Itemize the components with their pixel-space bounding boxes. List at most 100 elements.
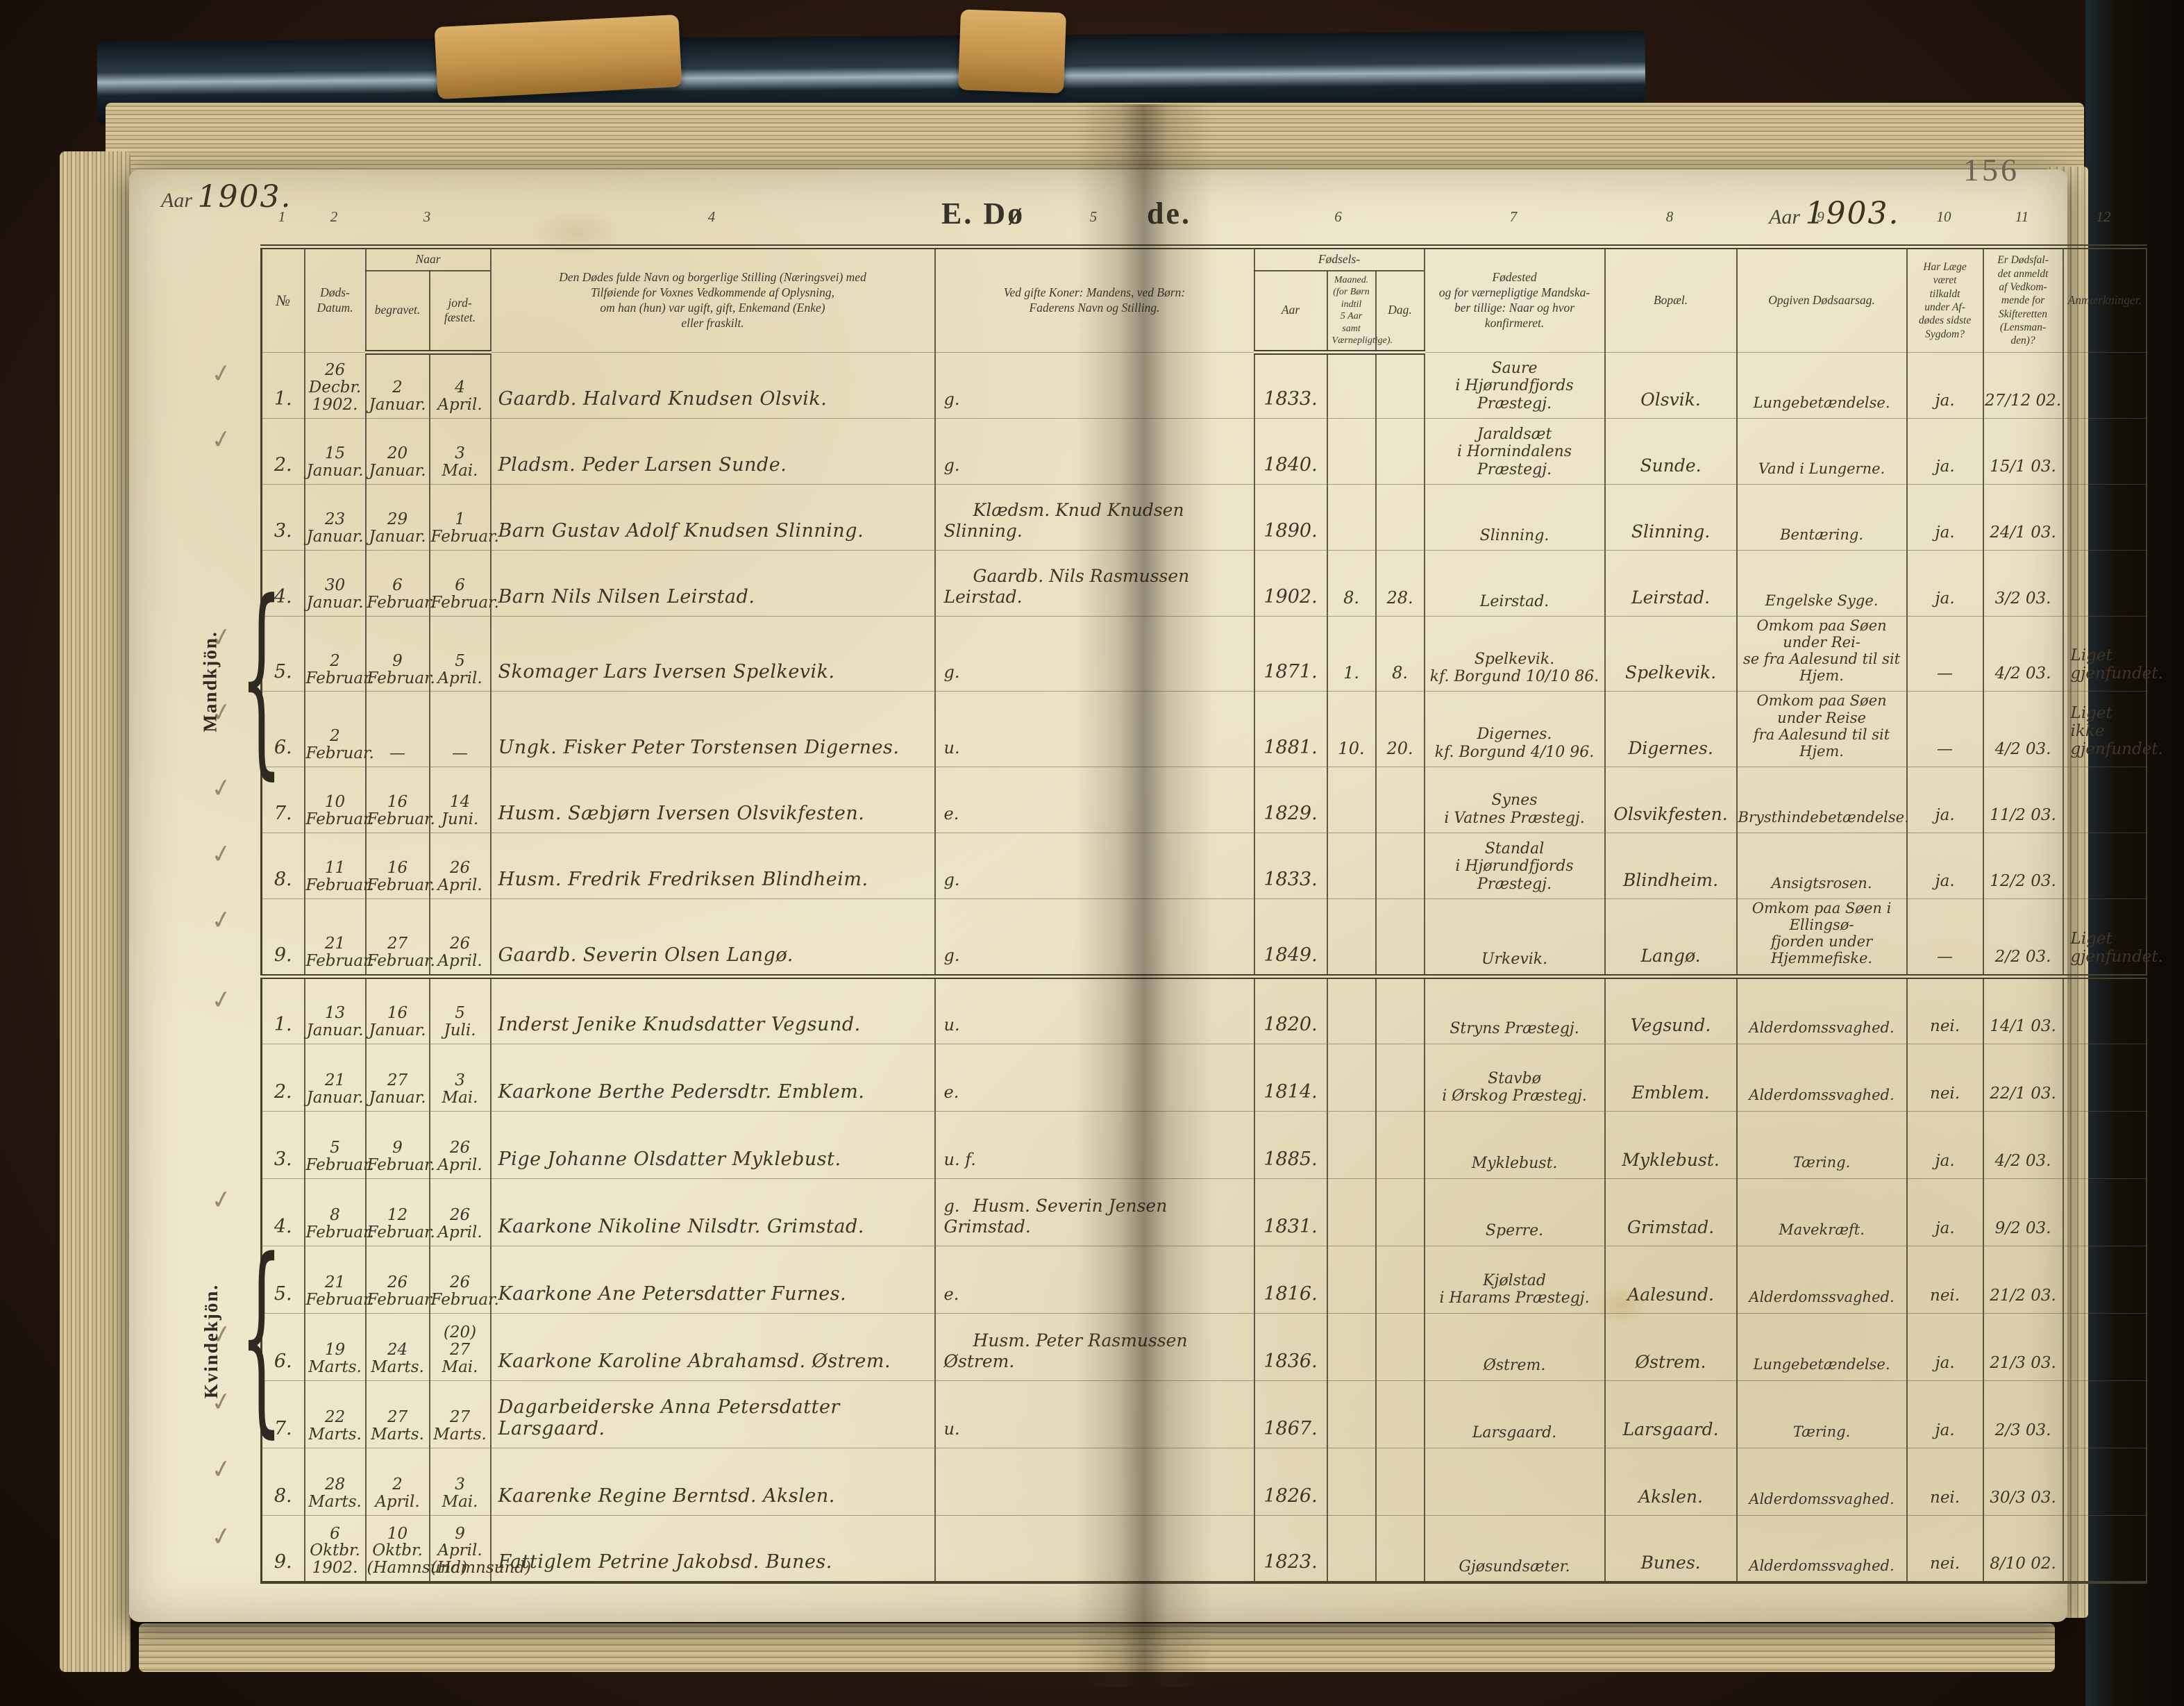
cell-doctor-called: ja. bbox=[1906, 1110, 1983, 1179]
cell-birth-year: 1820. bbox=[1253, 976, 1327, 1044]
cell-remarks bbox=[2062, 1380, 2147, 1448]
cell-birthplace: Gjøsundsæter. bbox=[1423, 1514, 1605, 1583]
column-number: 2 bbox=[330, 208, 338, 225]
cell-name: Dagarbeiderske Anna Petersdatter Larsgaa… bbox=[489, 1380, 935, 1448]
cell-name: Barn Gustav Adolf Knudsen Slinning. bbox=[489, 483, 935, 551]
cell-cause-of-death: Omkom paa Søen i Ellingsø- fjorden under… bbox=[1736, 898, 1907, 977]
cell-probate-reported: 9/2 03. bbox=[1982, 1178, 2063, 1246]
cell-doctor-called: nei. bbox=[1906, 1245, 1983, 1314]
cell-birth-year: 1890. bbox=[1253, 483, 1327, 551]
cell-number: ✓ 1. bbox=[209, 976, 305, 1044]
cell-birth-day: 8. bbox=[1375, 615, 1425, 692]
cell-birth-month bbox=[1326, 833, 1376, 899]
section-mandkjon: ✓ 1. 26 Decbr. 1902. 2 Januar. 4 April. G… bbox=[209, 351, 2163, 977]
cell-committal-date: 1 Februar. bbox=[428, 483, 499, 551]
cell-residence: Leirstad. bbox=[1604, 549, 1737, 617]
cell-number: ✓ 4. bbox=[209, 1178, 305, 1246]
cell-birth-year: 1840. bbox=[1253, 417, 1327, 485]
cell-doctor-called: ja. bbox=[1906, 767, 1983, 833]
cell-father-or-husband: e. bbox=[934, 767, 1254, 833]
cell-name: Husm. Fredrik Fredriksen Blindheim. bbox=[489, 833, 935, 899]
cell-birth-day bbox=[1375, 1312, 1425, 1381]
cell-doctor-called: — bbox=[1906, 691, 1983, 767]
cell-birth-year: 1816. bbox=[1253, 1245, 1327, 1314]
header-dag: Dag. bbox=[1375, 270, 1425, 355]
cell-death-date: 23 Januar. bbox=[303, 483, 366, 551]
column-number-row: 1 2 3 4 5 6 7 8 9 10 11 12 bbox=[260, 208, 2145, 226]
marital-status: u. f. bbox=[943, 1149, 976, 1169]
cell-death-date: 8 Februar. bbox=[303, 1178, 374, 1246]
row-number: 5. bbox=[274, 1282, 292, 1305]
cell-buried-date: 29 Januar. bbox=[364, 483, 430, 551]
cell-name: Barn Nils Nilsen Leirstad. bbox=[489, 549, 935, 617]
cell-probate-reported: 4/2 03. bbox=[1982, 1110, 2063, 1179]
cell-birth-year: 1836. bbox=[1253, 1312, 1327, 1381]
cell-committal-date: — bbox=[428, 691, 491, 767]
register-row: ✓ 1. 26 Decbr. 1902. 2 Januar. 4 April. G… bbox=[209, 351, 2147, 419]
cell-buried-date: 12 Februar. bbox=[364, 1178, 435, 1246]
cell-remarks bbox=[2062, 1043, 2147, 1112]
register-row: ✓ 6. 19 Marts. 24 Marts. (20) 27 Mai. Kaa… bbox=[209, 1312, 2147, 1381]
row-number: 4. bbox=[274, 1215, 292, 1237]
year-handwritten: 1903. bbox=[197, 179, 292, 215]
cell-birth-year: 1881. bbox=[1253, 691, 1327, 767]
cell-birth-day: 28. bbox=[1375, 549, 1425, 617]
cell-number: 3. bbox=[260, 1110, 305, 1179]
cell-number: ✓ 6. bbox=[209, 691, 305, 767]
cell-father-or-husband: u. bbox=[934, 691, 1254, 767]
cell-birth-month bbox=[1326, 483, 1376, 551]
cell-remarks bbox=[2062, 417, 2147, 485]
cell-birthplace: Synes i Vatnes Præstegj. bbox=[1423, 767, 1605, 833]
cell-doctor-called: ja. bbox=[1906, 1312, 1983, 1381]
header-naar: Naar bbox=[364, 246, 491, 271]
cell-residence: Spelkevik. bbox=[1604, 615, 1737, 692]
cell-probate-reported: 21/3 03. bbox=[1982, 1312, 2063, 1381]
cell-name: Skomager Lars Iversen Spelkevik. bbox=[489, 615, 935, 692]
cell-number: 3. bbox=[260, 483, 305, 551]
cell-father-or-husband: g. bbox=[934, 898, 1254, 977]
cell-father-or-husband: g. bbox=[934, 417, 1254, 485]
marital-status: e. bbox=[943, 1284, 959, 1304]
register-row: ✓ 4. 8 Februar. 12 Februar. 26 April. Kaa… bbox=[209, 1178, 2147, 1246]
register-row: ✓ 8. 28 Marts. 2 April. 3 Mai. Kaarenke R… bbox=[209, 1447, 2147, 1516]
header-anmaerkninger: Anmærkninger. bbox=[2062, 246, 2147, 353]
cell-remarks bbox=[2062, 1447, 2147, 1516]
cell-buried-date: 16 Februar. bbox=[364, 767, 435, 833]
cell-birthplace: Larsgaard. bbox=[1423, 1380, 1605, 1448]
cell-number: ✓ 8. bbox=[209, 833, 305, 899]
marital-status: g. bbox=[943, 945, 960, 965]
row-number: 5. bbox=[274, 661, 292, 683]
cell-residence: Grimstad. bbox=[1604, 1178, 1737, 1246]
cell-birth-month bbox=[1326, 351, 1376, 419]
cell-death-date: 11 Februar. bbox=[303, 833, 374, 899]
row-number: 3. bbox=[274, 1148, 292, 1170]
cell-probate-reported: 21/2 03. bbox=[1982, 1245, 2063, 1314]
cell-committal-date: 26 April. bbox=[428, 833, 491, 899]
cell-name: Inderst Jenike Knudsdatter Vegsund. bbox=[489, 976, 935, 1044]
cell-remarks: Liget gjenfundet. bbox=[2062, 898, 2163, 977]
register-row: ✓ 6. 2 Februar. — — Ungk. Fisker Peter To… bbox=[209, 691, 2163, 767]
cell-doctor-called: ja. bbox=[1906, 351, 1983, 419]
cell-death-date: 5 Februar. bbox=[303, 1110, 374, 1179]
cell-buried-date: 16 Januar. bbox=[364, 976, 430, 1044]
cell-doctor-called: ja. bbox=[1906, 1178, 1983, 1246]
cell-probate-reported: 2/3 03. bbox=[1982, 1380, 2063, 1448]
cell-birth-day bbox=[1375, 767, 1425, 833]
cell-name: Kaarkone Karoline Abrahamsd. Østrem. bbox=[489, 1312, 935, 1381]
cell-father-or-husband: u. bbox=[934, 976, 1254, 1044]
marital-status: g. bbox=[943, 870, 960, 889]
cell-committal-date: 27 Marts. bbox=[428, 1380, 491, 1448]
cell-birthplace: Standal i Hjørundfjords Præstegj. bbox=[1423, 833, 1605, 899]
cell-cause-of-death: Alderdomssvaghed. bbox=[1736, 1514, 1907, 1583]
cell-committal-date: 5 Juli. bbox=[428, 976, 491, 1044]
cell-remarks bbox=[2062, 1110, 2147, 1179]
register-row: ✓ 2. 15 Januar. 20 Januar. 3 Mai. Pladsm.… bbox=[209, 417, 2147, 485]
cell-birth-day bbox=[1375, 1178, 1425, 1246]
column-number: 11 bbox=[2015, 208, 2029, 225]
cell-birth-day bbox=[1375, 483, 1425, 551]
cell-probate-reported: 4/2 03. bbox=[1982, 691, 2063, 767]
cell-birth-day bbox=[1375, 1447, 1425, 1516]
cell-death-date: 21 Februar. bbox=[303, 1245, 374, 1314]
register-row: ✓ 9. 21 Februar. 27 Februar. 26 April. Ga… bbox=[209, 898, 2163, 977]
cell-birth-year: 1833. bbox=[1253, 351, 1327, 419]
